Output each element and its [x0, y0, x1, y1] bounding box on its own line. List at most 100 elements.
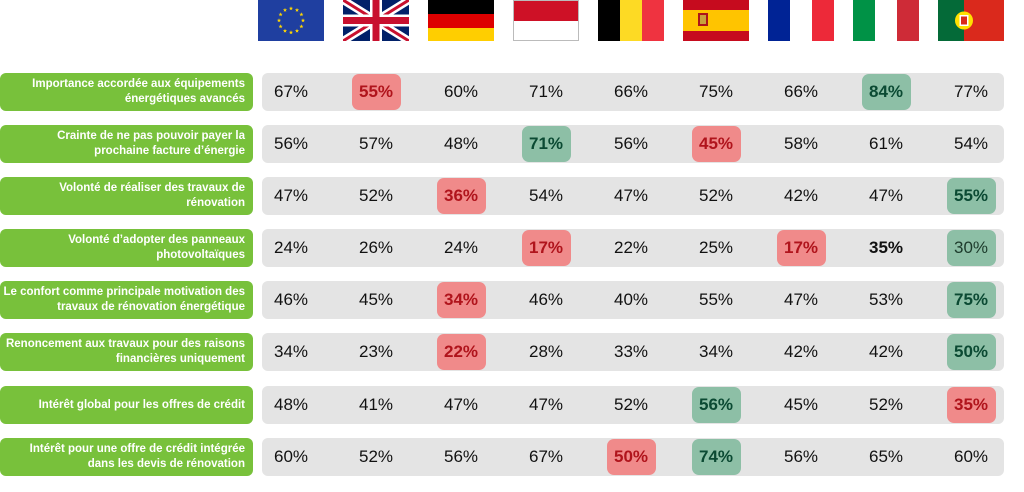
value-cell: 56%: [768, 438, 834, 476]
row-label: Le confort comme principale motivation d…: [0, 281, 253, 319]
value-label: 48%: [443, 134, 479, 153]
value-cell: 58%: [768, 125, 834, 163]
value-label: 74%: [698, 447, 734, 466]
value-cell: 52%: [853, 386, 919, 424]
value-label: 34%: [273, 342, 309, 361]
value-label: 52%: [358, 186, 394, 205]
value-cell: 25%: [683, 229, 749, 267]
row-band: [262, 229, 1004, 267]
value-label: 28%: [528, 342, 564, 361]
value-label: 26%: [358, 238, 394, 257]
value-cell: 75%: [938, 281, 1004, 319]
high-highlight-badge: 56%: [691, 387, 741, 423]
france-flag-icon: [768, 0, 834, 41]
value-label: 75%: [953, 290, 989, 309]
row-band: [262, 125, 1004, 163]
value-label: 75%: [698, 82, 734, 101]
low-highlight-badge: 35%: [946, 387, 996, 423]
value-cell: 55%: [683, 281, 749, 319]
value-cell: 56%: [598, 125, 664, 163]
value-label: 22%: [613, 238, 649, 257]
value-label: 17%: [783, 238, 819, 257]
value-cell: 42%: [853, 333, 919, 371]
value-label: 17%: [528, 238, 564, 257]
value-label: 56%: [783, 447, 819, 466]
value-label: 60%: [443, 82, 479, 101]
value-label: 33%: [613, 342, 649, 361]
value-cell: 35%: [938, 386, 1004, 424]
value-label: 55%: [358, 82, 394, 101]
value-cell: 47%: [258, 177, 324, 215]
value-label: 53%: [868, 290, 904, 309]
uk-flag-icon: [343, 0, 409, 41]
value-cell: 46%: [513, 281, 579, 319]
value-label: 35%: [868, 238, 904, 257]
value-cell: 40%: [598, 281, 664, 319]
value-cell: 65%: [853, 438, 919, 476]
value-label: 71%: [528, 82, 564, 101]
portugal-flag-icon: [938, 0, 1004, 41]
value-label: 77%: [953, 82, 989, 101]
value-cell: 33%: [598, 333, 664, 371]
value-cell: 24%: [258, 229, 324, 267]
value-cell: 42%: [768, 333, 834, 371]
value-cell: 60%: [258, 438, 324, 476]
value-label: 42%: [783, 342, 819, 361]
value-cell: 47%: [853, 177, 919, 215]
value-cell: 47%: [768, 281, 834, 319]
row-label: Renoncement aux travaux pour des raisons…: [0, 333, 253, 371]
low-highlight-badge: 34%: [436, 282, 486, 318]
value-cell: 36%: [428, 177, 494, 215]
value-cell: 56%: [258, 125, 324, 163]
value-cell: 48%: [428, 125, 494, 163]
value-label: 55%: [698, 290, 734, 309]
value-cell: 47%: [598, 177, 664, 215]
value-label: 47%: [868, 186, 904, 205]
value-label: 55%: [953, 186, 989, 205]
value-label: 66%: [783, 82, 819, 101]
low-highlight-badge: 17%: [521, 230, 571, 266]
monaco-flag-icon: [513, 0, 579, 41]
value-label: 30%: [953, 238, 989, 257]
value-cell: 60%: [938, 438, 1004, 476]
value-label: 52%: [698, 186, 734, 205]
value-label: 47%: [613, 186, 649, 205]
value-cell: 56%: [428, 438, 494, 476]
value-cell: 53%: [853, 281, 919, 319]
value-cell: 61%: [853, 125, 919, 163]
value-label: 46%: [528, 290, 564, 309]
high-highlight-badge: 74%: [691, 439, 741, 475]
value-cell: 41%: [343, 386, 409, 424]
value-label: 52%: [613, 395, 649, 414]
value-label: 35%: [953, 395, 989, 414]
value-label: 67%: [273, 82, 309, 101]
value-label: 84%: [868, 82, 904, 101]
value-cell: 50%: [938, 333, 1004, 371]
value-cell: 67%: [258, 73, 324, 111]
value-label: 66%: [613, 82, 649, 101]
value-label: 45%: [783, 395, 819, 414]
high-highlight-badge: 84%: [861, 74, 911, 110]
low-highlight-badge: 22%: [436, 334, 486, 370]
value-label: 57%: [358, 134, 394, 153]
value-label: 54%: [528, 186, 564, 205]
value-cell: 52%: [343, 177, 409, 215]
low-highlight-badge: 55%: [351, 74, 401, 110]
value-label: 61%: [868, 134, 904, 153]
low-highlight-badge: 45%: [691, 126, 741, 162]
row-band: [262, 333, 1004, 371]
value-label: 50%: [953, 342, 989, 361]
value-label: 67%: [528, 447, 564, 466]
value-cell: 66%: [598, 73, 664, 111]
high-highlight-badge: 71%: [521, 126, 571, 162]
value-cell: 77%: [938, 73, 1004, 111]
value-label: 47%: [443, 395, 479, 414]
value-label: 23%: [358, 342, 394, 361]
value-cell: 71%: [513, 73, 579, 111]
value-cell: 55%: [938, 177, 1004, 215]
germany-flag-icon: [428, 0, 494, 41]
value-label: 42%: [783, 186, 819, 205]
high-highlight-badge: 30%: [946, 230, 996, 266]
value-label: 25%: [698, 238, 734, 257]
